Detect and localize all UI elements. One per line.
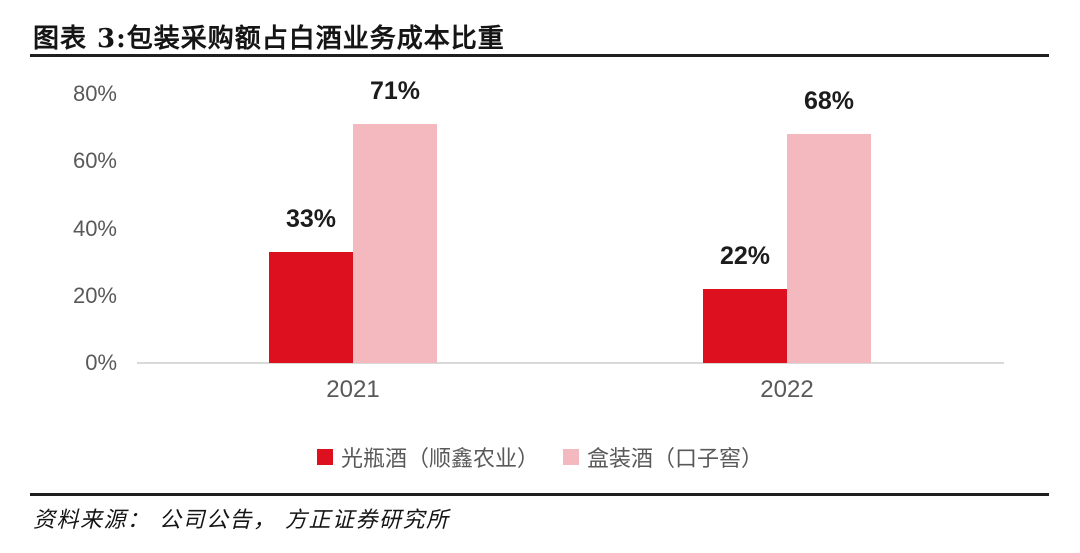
figure-title: 图表 3:包装采购额占白酒业务成本比重 (33, 24, 505, 54)
bar-value-label: 33% (285, 205, 337, 233)
y-axis-tick-label: 20% (72, 282, 117, 308)
y-axis-tick-label: 60% (72, 148, 117, 174)
chart-legend: 光瓶酒（顺鑫农业） 盒装酒（口子窖） (0, 441, 1080, 473)
legend-label-1: 盒装酒（口子窖） (587, 446, 764, 471)
legend-swatch-0 (316, 449, 333, 465)
y-axis-tick-label: 0% (85, 350, 117, 375)
legend-swatch-1 (563, 449, 579, 465)
bar-value-label: 22% (719, 242, 771, 270)
y-axis-tick-label: 80% (72, 81, 117, 106)
x-axis-line (137, 362, 1004, 364)
source-note: 资料来源： 公司公告， 方正证券研究所 (33, 508, 450, 533)
legend-entry-1: 盒装酒（口子窖） (563, 441, 763, 473)
x-axis-category-label: 2022 (760, 376, 814, 403)
legend-entry-0: 光瓶酒（顺鑫农业） (316, 441, 539, 473)
footer-divider (30, 493, 1049, 496)
x-axis-category-label: 2021 (326, 376, 380, 403)
bar-2021-series0 (269, 252, 353, 363)
bar-2022-series1 (787, 134, 871, 363)
bar-value-label: 71% (369, 77, 421, 105)
bar-2021-series1 (353, 124, 437, 363)
legend-label-0: 光瓶酒（顺鑫农业） (340, 446, 539, 471)
y-axis-tick-label: 40% (72, 215, 117, 241)
title-divider (30, 54, 1049, 57)
bar-value-label: 68% (803, 87, 855, 115)
bar-2022-series0 (703, 289, 787, 363)
